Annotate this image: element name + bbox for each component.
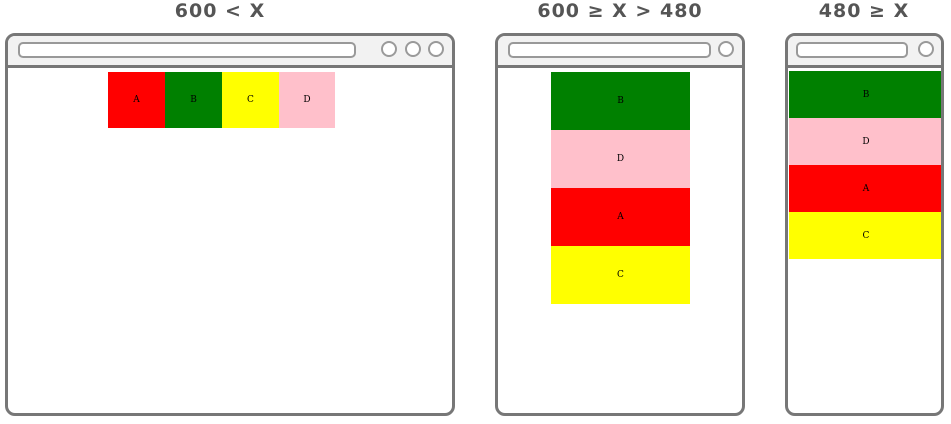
address-bar[interactable] <box>796 42 908 58</box>
browser-window-medium: B D A C <box>495 33 745 416</box>
window-control-icon[interactable] <box>428 41 444 57</box>
box-d: D <box>551 130 690 188</box>
window-control-icon[interactable] <box>918 41 934 57</box>
box-c: C <box>789 212 941 259</box>
browser-viewport: B D A C <box>498 68 742 413</box>
browser-viewport: A B C D <box>8 68 452 413</box>
box-b: B <box>551 72 690 130</box>
box-d: D <box>789 118 941 165</box>
box-d: D <box>279 72 335 128</box>
breakpoint-heading-medium: 600 ≥ X > 480 <box>537 0 703 22</box>
box-a: A <box>789 165 941 212</box>
box-c: C <box>222 72 279 128</box>
box-b: B <box>789 71 941 118</box>
breakpoint-heading-wide: 600 < X <box>174 0 266 22</box>
box-a: A <box>551 188 690 246</box>
address-bar[interactable] <box>18 42 356 58</box>
browser-window-wide: A B C D <box>5 33 455 416</box>
address-bar[interactable] <box>508 42 711 58</box>
box-b: B <box>165 72 222 128</box>
window-control-icon[interactable] <box>381 41 397 57</box>
breakpoint-heading-narrow: 480 ≥ X <box>818 0 910 22</box>
browser-toolbar <box>8 36 452 68</box>
box-a: A <box>108 72 165 128</box>
box-c: C <box>551 246 690 304</box>
browser-toolbar <box>788 36 941 68</box>
window-control-icon[interactable] <box>405 41 421 57</box>
window-control-icon[interactable] <box>718 41 734 57</box>
browser-window-narrow: B D A C <box>785 33 944 416</box>
browser-viewport: B D A C <box>788 68 941 413</box>
browser-toolbar <box>498 36 742 68</box>
